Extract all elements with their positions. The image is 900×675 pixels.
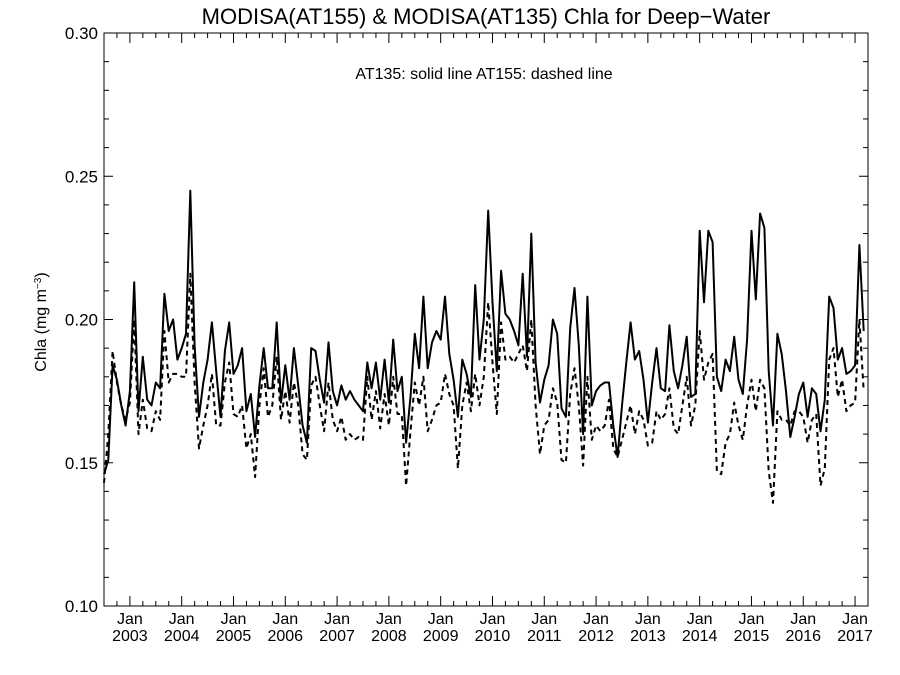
y-tick-label: 0.20 [65,311,98,330]
y-axis-label-main: Chla (mg m [33,289,50,372]
x-tick-month-label: Jan [583,611,609,628]
x-tick-year-label: 2005 [216,628,252,645]
x-tick-year-label: 2006 [267,628,303,645]
x-tick-month-label: Jan [376,611,402,628]
x-tick-month-label: Jan [117,611,143,628]
y-tick-label: 0.10 [65,597,98,616]
chart-title: MODISA(AT155) & MODISA(AT135) Chla for D… [202,4,771,29]
x-tick-year-label: 2009 [423,628,459,645]
x-tick-month-label: Jan [480,611,506,628]
x-tick-month-label: Jan [790,611,816,628]
x-tick-month-label: Jan [635,611,661,628]
x-tick-year-label: 2015 [734,628,770,645]
x-tick-year-label: 2007 [319,628,355,645]
legend-annotation: AT135: solid line AT155: dashed line [355,66,612,83]
x-tick-month-label: Jan [428,611,454,628]
x-tick-year-label: 2011 [527,628,562,645]
series-line-at135 [103,189,865,475]
y-axis-label-sup: −3 [33,277,44,289]
x-tick-month-label: Jan [739,611,765,628]
plot-frame [103,32,869,607]
x-tick-month-label: Jan [842,611,868,628]
plot-area: 0.100.150.200.250.30Jan2003Jan2004Jan200… [65,24,873,645]
x-tick-month-label: Jan [221,611,247,628]
x-tick-month-label: Jan [324,611,350,628]
y-axis-label-close: ) [33,272,50,277]
x-tick-year-label: 2004 [164,628,200,645]
x-tick-year-label: 2013 [630,628,666,645]
x-tick-month-label: Jan [687,611,713,628]
x-tick-month-label: Jan [272,611,298,628]
x-tick-year-label: 2017 [837,628,873,645]
x-tick-month-label: Jan [531,611,557,628]
y-axis-label: Chla (mg m−3) [33,272,51,371]
x-tick-month-label: Jan [169,611,195,628]
x-tick-year-label: 2010 [475,628,511,645]
y-tick-label: 0.15 [65,454,98,473]
x-tick-year-label: 2008 [371,628,407,645]
series-line-at155 [103,272,865,504]
x-tick-year-label: 2003 [112,628,148,645]
x-tick-year-label: 2014 [682,628,718,645]
y-tick-label: 0.25 [65,167,98,186]
y-tick-label: 0.30 [65,24,98,43]
x-tick-year-label: 2016 [785,628,821,645]
x-tick-year-label: 2012 [578,628,614,645]
